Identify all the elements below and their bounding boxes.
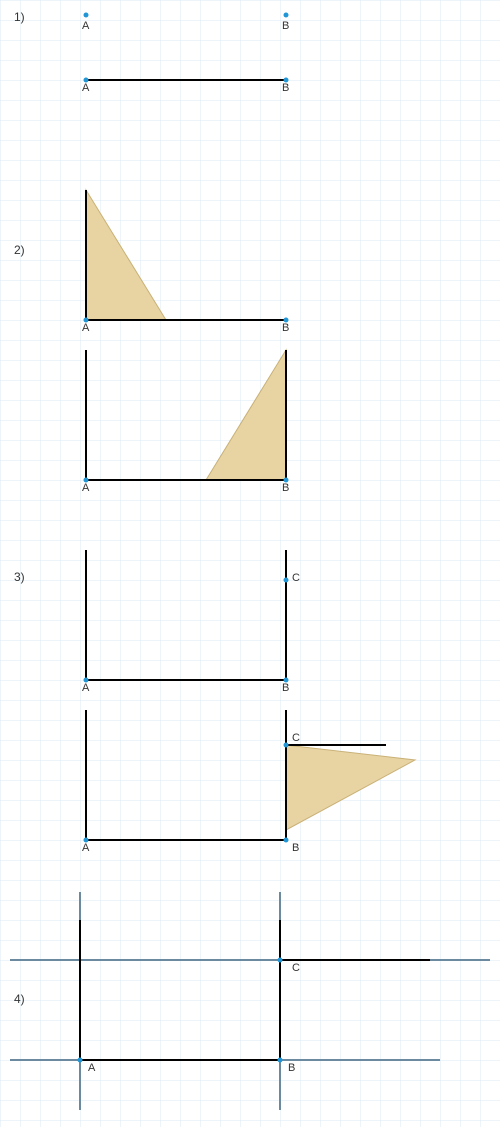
- label-c: C: [292, 962, 300, 974]
- label-b: B: [282, 20, 289, 32]
- label-a: A: [82, 20, 89, 32]
- step-1-label: 1): [14, 10, 25, 24]
- label-b: B: [292, 842, 299, 854]
- step-3-label: 3): [14, 570, 25, 584]
- label-a: A: [82, 682, 89, 694]
- label-b: B: [288, 1062, 295, 1074]
- step-4-label: 4): [14, 992, 25, 1006]
- label-b: B: [282, 82, 289, 94]
- diagram-canvas: [0, 0, 500, 1127]
- step-2-label: 2): [14, 243, 25, 257]
- label-a: A: [88, 1062, 95, 1074]
- label-c: C: [292, 732, 300, 744]
- label-b: B: [282, 682, 289, 694]
- label-b: B: [282, 322, 289, 334]
- label-a: A: [82, 842, 89, 854]
- label-a: A: [82, 322, 89, 334]
- label-b: B: [282, 482, 289, 494]
- label-c: C: [292, 572, 300, 584]
- label-a: A: [82, 82, 89, 94]
- label-a: A: [82, 482, 89, 494]
